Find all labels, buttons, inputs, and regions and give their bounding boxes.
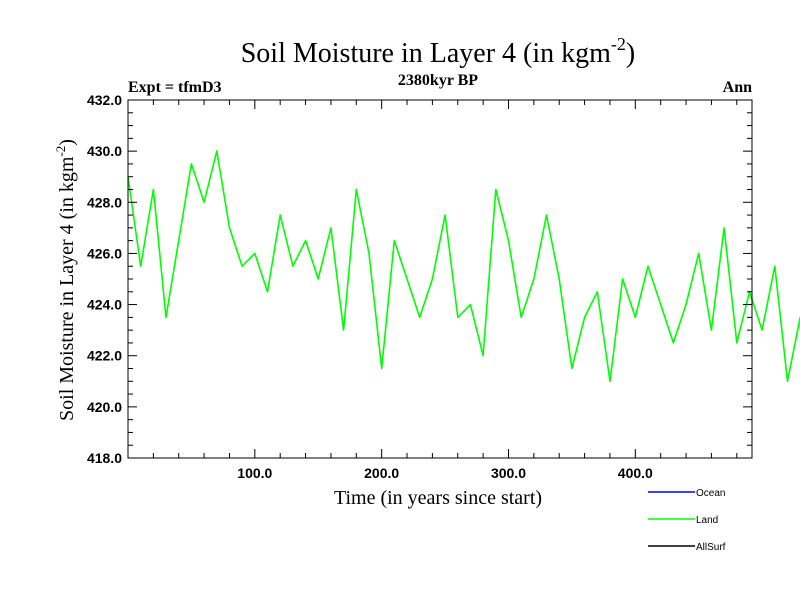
y-tick-label: 426.0 [87,245,122,261]
x-tick-label: 100.0 [237,465,272,481]
series-line-land [127,150,800,383]
y-tick-label: 420.0 [87,399,122,415]
plot-frame [127,99,753,459]
x-axis-label: Time (in years since start) [334,487,542,509]
y-tick-label: 422.0 [87,348,122,364]
legend-label-allsurf: AllSurf [696,542,726,553]
subtitle-right: Ann [723,79,752,96]
subtitle-left: Expt = tfmD3 [128,79,222,96]
x-tick-label: 300.0 [491,465,526,481]
y-axis-label-superscript: -2 [53,146,68,157]
y-tick-label: 430.0 [87,143,122,159]
x-tick-label: 200.0 [364,465,399,481]
y-axis-label: Soil Moisture in Layer 4 (in kgm-2) [53,139,78,421]
x-tick-label: 400.0 [618,465,653,481]
chart-title-close: ) [626,38,635,69]
legend-label-ocean: Ocean [696,488,725,499]
y-axis-label-close: ) [56,139,78,146]
legend: Ocean Land AllSurf [648,488,726,553]
plot-area: 100.0 200.0 300.0 400.0 418.0 420.0 422.0 424.0… [87,92,800,481]
chart-title-main: Soil Moisture in Layer 4 (in kgm [241,38,611,69]
y-tick-label: 418.0 [87,450,122,466]
y-tick-label: 428.0 [87,194,122,210]
subtitle-center: 2380kyr BP [398,72,478,89]
chart-title: Soil Moisture in Layer 4 (in kgm-2) [241,34,636,69]
y-axis-label-main: Soil Moisture in Layer 4 (in kgm [56,156,78,421]
chart-title-superscript: -2 [611,34,626,54]
y-tick-label: 424.0 [87,297,122,313]
legend-label-land: Land [696,515,718,526]
y-tick-label: 432.0 [87,92,122,108]
